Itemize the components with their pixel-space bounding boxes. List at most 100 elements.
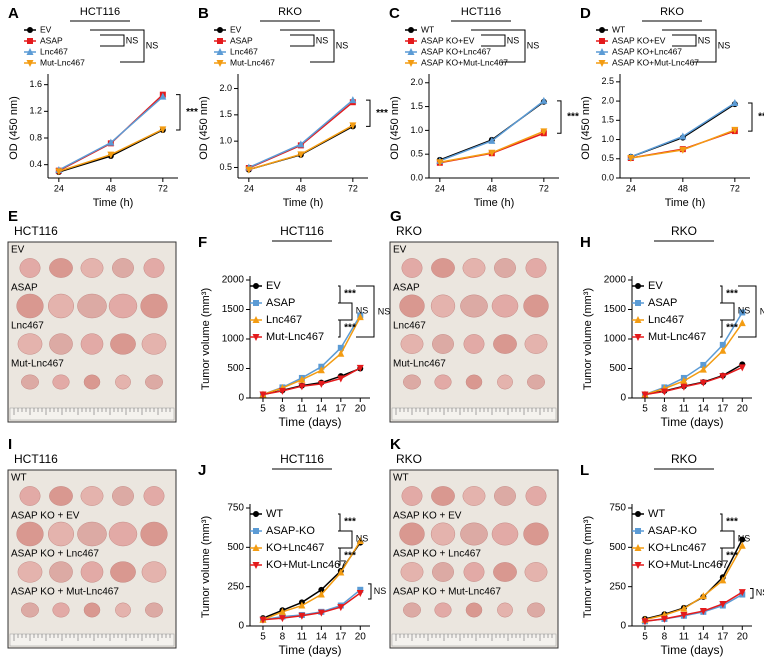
row-label: ASAP KO + Lnc467 [393,549,481,560]
bracket [748,102,753,132]
y-axis-label: Tumor volume (mm³) [582,516,594,618]
y-tick-label: 1000 [604,334,627,345]
tumor [523,522,549,546]
tumor [434,602,452,618]
point [253,511,259,517]
point [252,544,260,551]
ruler [9,407,175,421]
point [297,151,305,159]
y-axis-label: OD (450 nm) [198,96,210,160]
x-tick-label: 8 [662,404,668,415]
point [635,300,641,306]
y-tick-label: 0 [620,621,626,632]
panel-letter: C [389,5,400,22]
y-tick-label: 0 [238,621,244,632]
y-tick-label: 1500 [604,304,627,315]
bracket [338,319,341,338]
y-tick-label: 1.0 [601,134,614,144]
ruler [391,633,557,647]
y-tick-label: 2.0 [601,95,614,105]
tumor [115,374,131,390]
row-label: EV [11,245,25,256]
tumor [497,602,513,618]
bracket [720,513,723,532]
point [719,576,727,584]
y-tick-label: 250 [227,581,244,592]
series-line [644,591,743,623]
significance-label: *** [726,323,738,334]
y-axis-label: Tumor volume (mm³) [200,516,212,618]
panel-letter: F [198,234,207,251]
tumor [399,294,425,318]
y-tick-label: 500 [227,363,244,374]
bracket [290,34,315,47]
series-line [262,589,361,621]
bracket [338,530,353,549]
point [699,608,707,616]
ruler [391,407,557,421]
point [635,511,641,517]
photo-title: HCT116 [14,452,58,466]
y-tick-label: 750 [227,503,244,514]
tumor [48,521,74,547]
panel-letter: K [390,436,401,453]
tumor [140,521,168,547]
tumor [525,486,547,506]
point [719,373,727,381]
x-axis-label: Time (days) [661,415,724,429]
tumor [16,521,44,547]
tumor [463,562,485,582]
y-tick-label: 0.5 [410,149,423,159]
point [641,618,649,626]
y-tick-label: 0 [620,393,626,404]
point [599,27,605,33]
y-tick-label: 250 [609,581,626,592]
point [719,346,727,354]
y-tick-label: 0 [238,393,244,404]
bracket [338,302,353,321]
tumor [494,486,516,506]
panel-letter: H [580,234,591,251]
point [436,159,444,167]
point [26,48,34,55]
point [719,341,726,348]
tumor [497,374,513,390]
x-tick-label: 17 [335,404,347,415]
series-line [262,540,361,621]
point [356,537,364,545]
tumor [493,562,517,582]
x-tick-label: 11 [297,632,308,643]
tumor [463,334,485,354]
legend-label: ASAP [230,35,253,45]
legend-label: Lnc467 [230,46,258,56]
significance-label: NS [336,40,349,50]
x-tick-label: 14 [316,404,328,415]
bracket [338,547,341,566]
significance-label: NS [507,35,520,45]
legend-label: ASAP KO+EV [612,35,666,45]
bracket [720,547,723,566]
significance-label: NS [698,35,711,45]
x-tick-label: 72 [539,183,549,193]
y-tick-label: 1000 [222,334,245,345]
y-tick-label: 500 [227,542,244,553]
legend-label: ASAP KO+Lnc467 [612,46,682,56]
point [217,38,223,44]
x-tick-label: 5 [260,632,266,643]
point [739,536,746,543]
point [298,601,306,609]
point [738,364,746,372]
series-line [644,366,743,396]
bracket [90,29,145,63]
x-axis-label: Time (h) [474,197,515,209]
y-tick-label: 1.2 [29,106,42,116]
bracket [720,530,735,549]
point [253,283,259,289]
x-axis-label: Time (days) [279,415,342,429]
point [217,27,223,33]
significance-label: NS [374,586,387,596]
tumor [141,561,167,583]
x-tick-label: 5 [260,404,266,415]
y-tick-label: 2.0 [219,83,232,93]
y-tick-label: 2000 [222,275,245,286]
